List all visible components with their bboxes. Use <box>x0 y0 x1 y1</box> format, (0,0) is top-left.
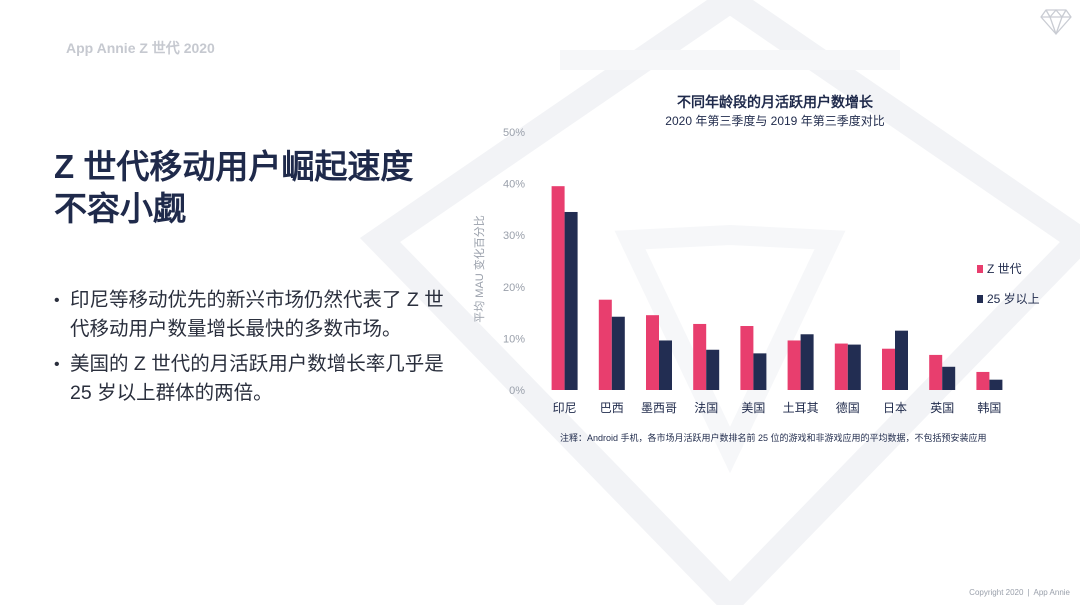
footer: Copyright 2020 | App Annie <box>969 588 1070 597</box>
bar-over-25 <box>659 340 672 390</box>
legend-label: 25 岁以上 <box>987 291 1040 306</box>
y-tick-label: 30% <box>503 230 525 242</box>
x-tick-label: 德国 <box>836 400 860 415</box>
bar-over-25 <box>895 330 908 390</box>
y-axis-label: 平均 MAU 变化百分比 <box>472 215 486 323</box>
bar-gen-z <box>834 343 848 390</box>
y-tick-label: 50% <box>503 127 525 139</box>
page-title: Z 世代移动用户崛起速度 不容小觑 <box>54 146 413 230</box>
x-tick-label: 巴西 <box>600 401 624 415</box>
bar-over-25 <box>564 211 578 390</box>
bar-gen-z <box>882 348 895 390</box>
footer-copyright: Copyright 2020 <box>969 588 1024 597</box>
y-tick-label: 40% <box>503 179 525 191</box>
y-tick-label: 20% <box>503 282 525 294</box>
bar-over-25 <box>847 344 861 390</box>
x-tick-label: 印尼 <box>553 401 577 415</box>
bar-gen-z <box>740 326 754 390</box>
legend-swatch <box>977 295 983 303</box>
brand-title: App Annie Z 世代 2020 <box>66 40 215 56</box>
x-tick-label: 韩国 <box>977 400 1001 415</box>
x-tick-label: 土耳其 <box>783 401 819 415</box>
bar-gen-z <box>787 340 801 390</box>
bar-over-25 <box>942 366 956 390</box>
y-tick-label: 0% <box>509 385 525 397</box>
bar-over-25 <box>800 334 814 390</box>
bullet-item: 美国的 Z 世代的月活跃用户数增长率几乎是 25 岁以上群体的两倍。 <box>54 350 444 408</box>
page-title-line-1: Z 世代移动用户崛起速度 <box>54 148 414 185</box>
bullet-list: 印尼等移动优先的新兴市场仍然代表了 Z 世代移动用户数量增长最快的多数市场。 美… <box>54 286 444 414</box>
footer-company: App Annie <box>1033 588 1070 597</box>
diamond-logo-icon <box>1040 9 1072 35</box>
mau-growth-bar-chart: 不同年龄段的月活跃用户数增长 2020 年第三季度与 2019 年第三季度对比 0%… <box>472 94 1040 443</box>
bar-gen-z <box>693 323 707 390</box>
bar-gen-z <box>598 299 612 390</box>
page-title-line-2: 不容小觑 <box>54 190 186 227</box>
footer-separator: | <box>1027 588 1030 597</box>
bar-over-25 <box>989 379 1003 390</box>
x-tick-label: 法国 <box>694 401 718 415</box>
x-tick-label: 日本 <box>883 401 907 415</box>
legend-label: Z 世代 <box>987 262 1022 276</box>
bullet-item: 印尼等移动优先的新兴市场仍然代表了 Z 世代移动用户数量增长最快的多数市场。 <box>54 286 444 344</box>
bar-over-25 <box>611 316 625 390</box>
bar-over-25 <box>706 349 720 390</box>
legend-swatch <box>977 265 983 273</box>
y-tick-label: 10% <box>503 333 525 345</box>
bar-gen-z <box>551 186 565 390</box>
chart-subtitle: 2020 年第三季度与 2019 年第三季度对比 <box>665 113 884 128</box>
bar-gen-z <box>646 315 659 390</box>
x-tick-label: 墨西哥 <box>641 401 677 415</box>
bar-gen-z <box>929 354 943 390</box>
chart-title: 不同年龄段的月活跃用户数增长 <box>677 94 874 110</box>
bar-over-25 <box>753 353 767 390</box>
chart-note: 注释：Android 手机，各市场月活跃用户数排名前 25 位的游戏和非游戏应用… <box>560 432 987 443</box>
bar-gen-z <box>976 371 990 390</box>
x-tick-label: 美国 <box>741 401 765 415</box>
x-tick-label: 英国 <box>930 401 954 415</box>
